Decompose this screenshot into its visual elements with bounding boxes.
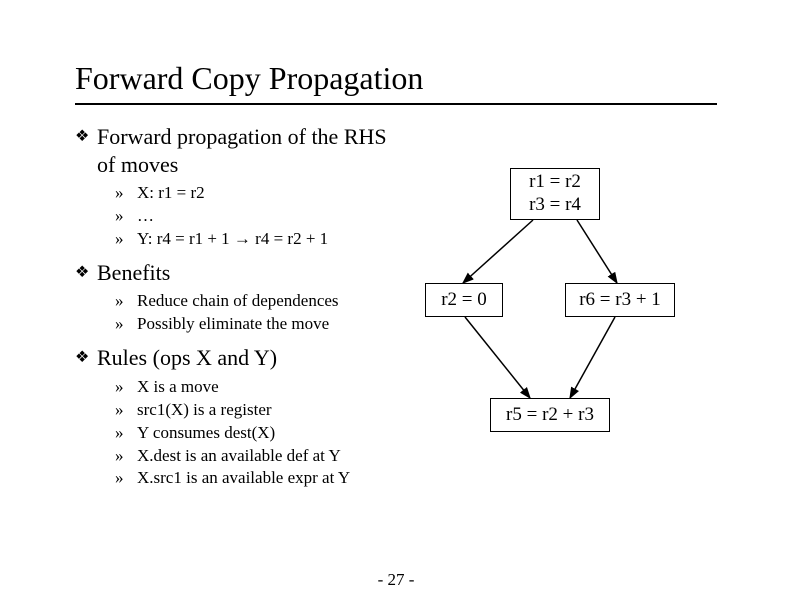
item-text: X is a move [137,376,219,399]
node-line: r2 = 0 [441,289,487,312]
section-heading: ❖ Forward propagation of the RHS of move… [75,123,395,178]
node-line: r1 = r2 [529,171,581,194]
diamond-bullet-icon: ❖ [75,259,97,287]
arrow-bullet-icon: » [115,313,137,336]
item-text: src1(X) is a register [137,399,272,422]
page-number: - 27 - [0,570,792,590]
diagram-edge [570,317,615,398]
list-item: »X.dest is an available def at Y [115,445,395,468]
list-item: »… [115,205,395,228]
diagram-edge [577,220,617,283]
section-heading: ❖ Benefits [75,259,395,287]
item-text: Y: r4 = r1 + 1 → r4 = r2 + 1 [137,228,328,251]
section-heading: ❖ Rules (ops X and Y) [75,344,395,372]
diagram-edge [463,220,533,283]
arrow-bullet-icon: » [115,445,137,468]
item-text: Y consumes dest(X) [137,422,275,445]
diamond-bullet-icon: ❖ [75,344,97,372]
heading-text: Rules (ops X and Y) [97,344,277,372]
right-column: r1 = r2r3 = r4 r2 = 0 r6 = r3 + 1 r5 = r2 +… [395,123,717,490]
content-row: ❖ Forward propagation of the RHS of move… [75,123,717,490]
diagram-edge [465,317,530,398]
list-item: »X.src1 is an available expr at Y [115,467,395,490]
item-text: X.dest is an available def at Y [137,445,341,468]
list-item: »X: r1 = r2 [115,182,395,205]
item-text: Reduce chain of dependences [137,290,339,313]
diagram-node: r2 = 0 [425,283,503,317]
arrow-bullet-icon: » [115,399,137,422]
diagram-node: r1 = r2r3 = r4 [510,168,600,220]
heading-text: Forward propagation of the RHS of moves [97,123,395,178]
arrow-bullet-icon: » [115,290,137,313]
list-item: »src1(X) is a register [115,399,395,422]
diagram-node: r6 = r3 + 1 [565,283,675,317]
arrow-bullet-icon: » [115,422,137,445]
node-line: r5 = r2 + r3 [506,404,594,427]
item-text: Possibly eliminate the move [137,313,329,336]
heading-text: Benefits [97,259,170,287]
item-text: X.src1 is an available expr at Y [137,467,350,490]
flow-diagram: r1 = r2r3 = r4 r2 = 0 r6 = r3 + 1 r5 = r2 +… [395,123,695,503]
list-item: »Y: r4 = r1 + 1 → r4 = r2 + 1 [115,228,395,251]
item-text: … [137,205,154,228]
arrow-bullet-icon: » [115,182,137,205]
arrow-bullet-icon: » [115,205,137,228]
arrow-bullet-icon: » [115,467,137,490]
arrow-bullet-icon: » [115,376,137,399]
diagram-node: r5 = r2 + r3 [490,398,610,432]
list-item: »Possibly eliminate the move [115,313,395,336]
list-item: »X is a move [115,376,395,399]
list-item: »Y consumes dest(X) [115,422,395,445]
list-item: »Reduce chain of dependences [115,290,395,313]
node-line: r6 = r3 + 1 [579,289,661,312]
slide: Forward Copy Propagation ❖ Forward propa… [0,0,792,612]
node-line: r3 = r4 [529,194,581,217]
arrow-bullet-icon: » [115,228,137,251]
item-text: X: r1 = r2 [137,182,205,205]
slide-title: Forward Copy Propagation [75,60,717,105]
left-column: ❖ Forward propagation of the RHS of move… [75,123,395,490]
diamond-bullet-icon: ❖ [75,123,97,178]
